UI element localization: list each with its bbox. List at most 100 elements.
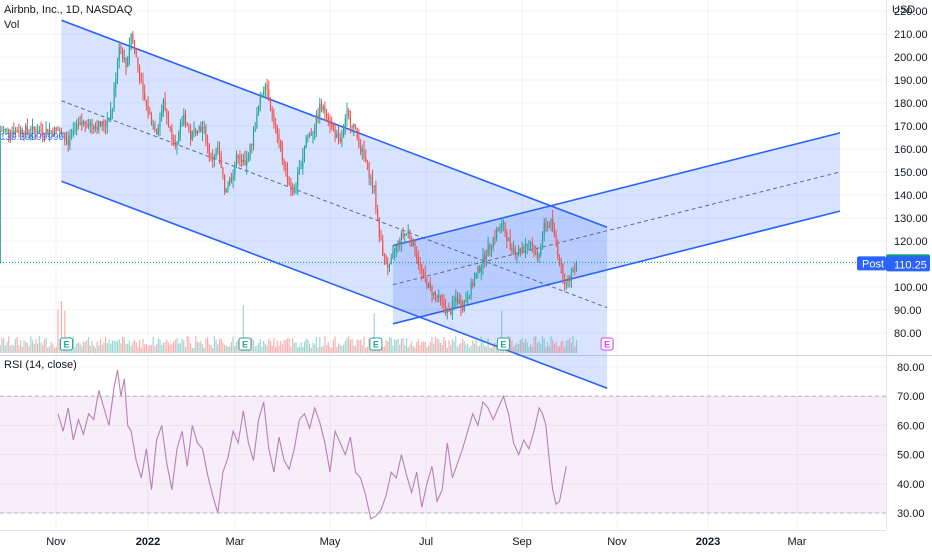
candle-body xyxy=(35,130,37,134)
candle-body xyxy=(132,33,134,42)
volume-bar xyxy=(207,337,209,353)
candle-body xyxy=(188,125,190,131)
candle-body xyxy=(105,125,107,127)
price-tick-label: 210.00 xyxy=(894,29,928,41)
volume-bar xyxy=(60,301,62,353)
candle-body xyxy=(139,67,141,81)
candle-body xyxy=(400,232,402,244)
candle-body xyxy=(13,131,15,134)
volume-bar xyxy=(37,343,39,353)
time-tick-label: May xyxy=(320,536,341,548)
candle-body xyxy=(273,113,275,126)
volume-bar xyxy=(480,336,482,353)
volume-bar xyxy=(465,344,467,353)
volume-bar xyxy=(470,345,472,353)
candle-body xyxy=(229,178,231,186)
candle-body xyxy=(3,129,5,132)
volume-bar xyxy=(113,340,115,353)
volume-bar xyxy=(64,310,66,353)
candle-body xyxy=(339,136,341,142)
volume-bar xyxy=(487,337,489,353)
volume-bar xyxy=(137,346,139,353)
candle-body xyxy=(150,114,153,126)
candle-body xyxy=(310,133,312,135)
price-tick-label: 130.00 xyxy=(894,213,928,225)
candle-body xyxy=(448,309,450,312)
candle-body xyxy=(208,144,210,156)
grid xyxy=(0,0,932,531)
volume-bar xyxy=(174,339,176,353)
volume-bar xyxy=(9,345,11,353)
candle-body xyxy=(196,130,198,134)
volume-bar xyxy=(446,347,448,353)
candle-body xyxy=(98,121,100,130)
symbol-title[interactable]: Airbnb, Inc., 1D, NASDAQ xyxy=(4,4,133,16)
volume-bar xyxy=(18,345,20,353)
candle-body xyxy=(322,106,324,111)
volume-bar xyxy=(120,343,122,353)
candle-body xyxy=(72,130,74,133)
candle-body xyxy=(441,298,443,301)
candle-body xyxy=(91,122,93,126)
volume-bar xyxy=(555,341,557,353)
volume-bar xyxy=(463,341,465,353)
candle-body xyxy=(135,48,137,58)
candle-body xyxy=(523,247,525,250)
volume-bar xyxy=(550,336,552,353)
rsi-title[interactable]: RSI (14, close) xyxy=(4,359,77,371)
candle-body xyxy=(524,245,527,250)
candle-body xyxy=(404,234,406,237)
candle-body xyxy=(405,233,408,235)
volume-bar xyxy=(518,344,520,353)
volume-bar xyxy=(176,338,178,353)
volume-label[interactable]: Vol xyxy=(4,19,20,31)
candle-body xyxy=(268,89,270,101)
volume-bar xyxy=(193,347,195,353)
price-tick-label: 80.00 xyxy=(894,328,922,340)
volume-bar xyxy=(173,341,175,353)
candle-body xyxy=(417,258,419,265)
volume-bar xyxy=(297,347,299,353)
candle-body xyxy=(341,137,343,142)
volume-bar xyxy=(385,339,387,353)
earnings-badge xyxy=(60,337,73,351)
price-tick-label: 100.00 xyxy=(894,282,928,294)
volume-bar xyxy=(541,336,544,353)
volume-bar xyxy=(570,342,572,353)
candle-body xyxy=(300,168,302,170)
volume-bar xyxy=(195,336,197,353)
candle-body xyxy=(149,113,151,115)
candle-body xyxy=(181,123,183,126)
candle-body xyxy=(154,124,156,132)
volume-bar xyxy=(11,344,13,353)
volume-bar xyxy=(341,346,343,353)
candle-body xyxy=(55,127,57,130)
volume-bar xyxy=(263,340,265,353)
candle-body xyxy=(305,137,307,148)
volume-bar xyxy=(501,310,503,353)
candle-body xyxy=(564,278,566,284)
volume-bar xyxy=(225,345,227,353)
candle-body xyxy=(261,95,263,97)
candle-body xyxy=(96,126,98,130)
volume-bar xyxy=(232,336,234,353)
candle-body xyxy=(395,245,397,251)
volume-bar xyxy=(366,346,368,353)
volume-bar xyxy=(424,341,426,353)
volume-bar xyxy=(25,342,27,353)
candle-body xyxy=(378,217,380,238)
volume-bar xyxy=(273,338,275,353)
candle-body xyxy=(288,181,290,185)
left-price-marker: 139.39999999 xyxy=(0,132,64,143)
volume-bar xyxy=(79,343,81,353)
volume-bar xyxy=(285,339,287,353)
volume-bar xyxy=(230,341,232,353)
volume-bar xyxy=(368,338,370,353)
volume-bar xyxy=(365,347,367,353)
volume-bar xyxy=(123,337,125,353)
volume-bar xyxy=(266,345,268,353)
channel-down-upper xyxy=(61,19,608,228)
candle-body xyxy=(373,185,375,187)
